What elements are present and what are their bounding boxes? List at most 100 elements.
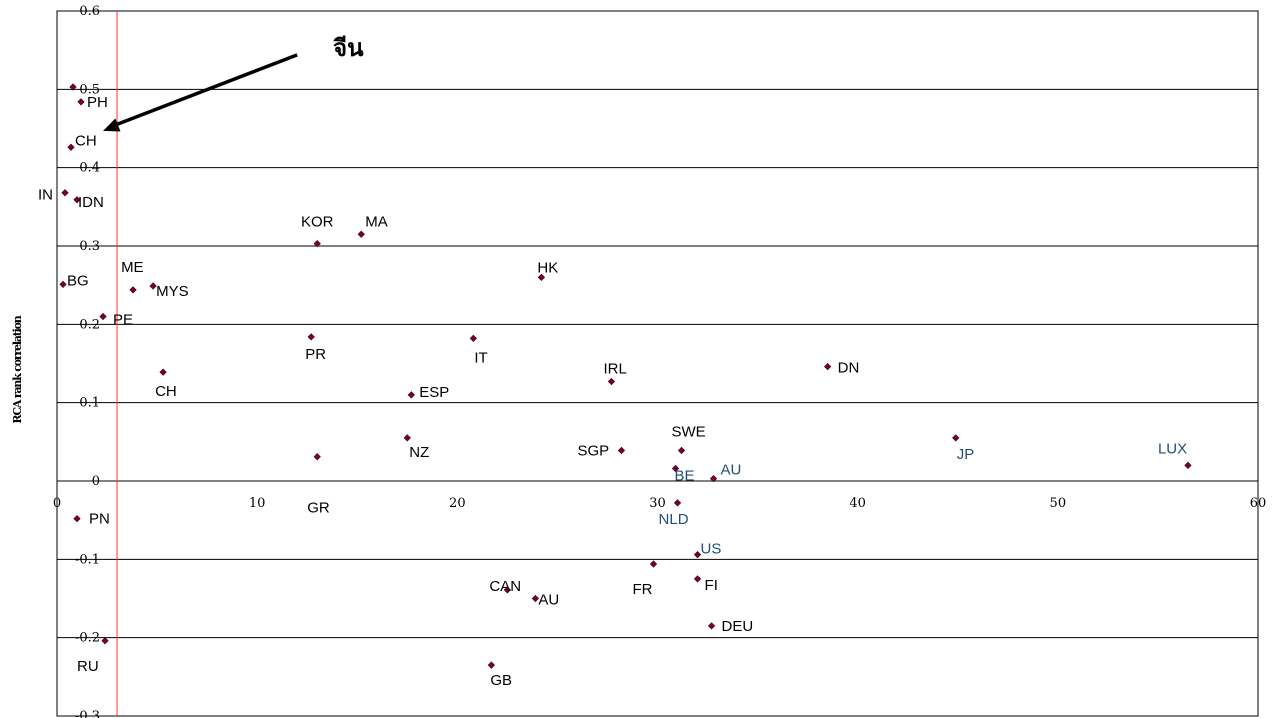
y-axis-label: RCA rank correlation	[11, 315, 24, 423]
x-tick-label: 20	[449, 496, 466, 511]
plot-area-border	[56, 10, 1259, 717]
y-tick-label: 0.6	[79, 4, 100, 19]
data-point	[159, 368, 167, 376]
annotation-arrow-shaft	[112, 53, 298, 128]
annotation: จีน	[103, 34, 364, 132]
data-point	[537, 273, 546, 281]
x-tick-label: 40	[849, 496, 866, 511]
annotation-arrow-head	[103, 118, 121, 132]
data-point	[617, 446, 626, 455]
data-point	[693, 575, 702, 583]
x-tick-label: 30	[649, 496, 666, 511]
x-axis: 0 10 20 30 40 50 60	[53, 496, 1266, 511]
data-point	[673, 499, 682, 507]
data-label: IN	[38, 187, 53, 204]
x-tick-label: 60	[1250, 496, 1267, 511]
data-point	[649, 560, 658, 568]
data-label: PE	[113, 312, 133, 329]
data-label: PR	[305, 346, 326, 363]
data-label: NLD	[659, 511, 689, 528]
y-tick-label: -0.2	[75, 631, 100, 646]
data-label: CH	[155, 383, 177, 400]
data-label: PN	[89, 511, 110, 528]
data-point	[313, 453, 321, 461]
data-label: DEU	[722, 618, 754, 635]
data-point	[59, 280, 67, 289]
data-label: MYS	[156, 283, 189, 300]
data-point	[707, 622, 716, 630]
data-point	[693, 551, 702, 559]
data-point	[407, 391, 415, 399]
data-label: GB	[490, 672, 512, 689]
data-label: DN	[838, 360, 860, 377]
y-tick-label: 0.1	[79, 396, 100, 411]
x-tick-label: 0	[53, 496, 61, 511]
data-label: SGP	[577, 442, 609, 459]
data-label: KOR	[301, 214, 334, 231]
data-label: PH	[87, 94, 108, 111]
y-tick-label: 0.5	[79, 82, 100, 97]
data-label: MA	[365, 213, 388, 230]
annotation-text: จีน	[333, 34, 364, 62]
data-point	[671, 464, 680, 473]
data-label: AU	[721, 462, 742, 479]
data-point	[1184, 461, 1192, 469]
data-point	[69, 83, 77, 91]
data-point	[403, 434, 411, 442]
data-point	[952, 434, 960, 442]
y-tick-label: 0.4	[79, 161, 100, 176]
x-tick-label: 50	[1050, 496, 1067, 511]
data-label: RU	[77, 658, 99, 675]
y-axis: 0.6 0.5 0.4 0.3 0.2 0.1 0 -0.1 -0.2 -0.3	[75, 4, 100, 718]
data-point	[73, 196, 81, 204]
data-label: GR	[307, 500, 330, 517]
y-tick-label: -0.3	[75, 709, 100, 718]
data-label: CH	[75, 132, 97, 149]
data-point	[101, 637, 109, 645]
data-label: SWE	[672, 423, 706, 440]
data-label: CAN	[489, 578, 521, 595]
data-point	[149, 282, 157, 290]
gridlines	[57, 88, 1258, 639]
data-point	[61, 189, 69, 197]
data-point	[307, 333, 315, 341]
data-point	[709, 475, 718, 483]
data-label: ESP	[419, 384, 449, 401]
data-point	[607, 377, 616, 386]
data-label: HK	[537, 259, 558, 276]
data-point	[129, 286, 137, 294]
data-point	[313, 240, 321, 248]
data-point	[503, 586, 511, 594]
data-point	[67, 143, 75, 151]
data-point	[677, 446, 686, 455]
data-label: IDN	[78, 194, 104, 211]
data-point	[77, 98, 85, 106]
data-label: LUX	[1158, 440, 1187, 457]
data-label: FI	[705, 577, 718, 594]
data-label: JP	[957, 446, 975, 463]
data-point	[531, 594, 540, 603]
y-tick-label: 0.2	[79, 317, 100, 332]
data-point	[469, 334, 477, 343]
x-tick-label: 10	[249, 496, 266, 511]
data-label: IT	[474, 349, 487, 366]
data-label: BG	[67, 272, 89, 289]
y-tick-label: 0	[92, 474, 100, 489]
data-point	[357, 230, 365, 238]
data-label: NZ	[409, 444, 429, 461]
data-label: FR	[632, 581, 652, 598]
data-label: BE	[675, 467, 695, 484]
data-point	[487, 661, 495, 669]
data-label: ME	[121, 259, 143, 276]
point-labels: PH CH IN IDN KOR MA BG ME MYS HK PE PR IT CH IRL DN ESP N…	[38, 94, 1187, 689]
y-tick-label: 0.3	[79, 239, 100, 254]
data-point	[73, 514, 81, 523]
data-point	[824, 363, 832, 371]
data-label: US	[701, 541, 722, 558]
y-tick-label: -0.1	[75, 552, 100, 567]
data-label: IRL	[603, 361, 626, 378]
data-points	[59, 83, 1192, 669]
data-label: AU	[538, 592, 559, 609]
